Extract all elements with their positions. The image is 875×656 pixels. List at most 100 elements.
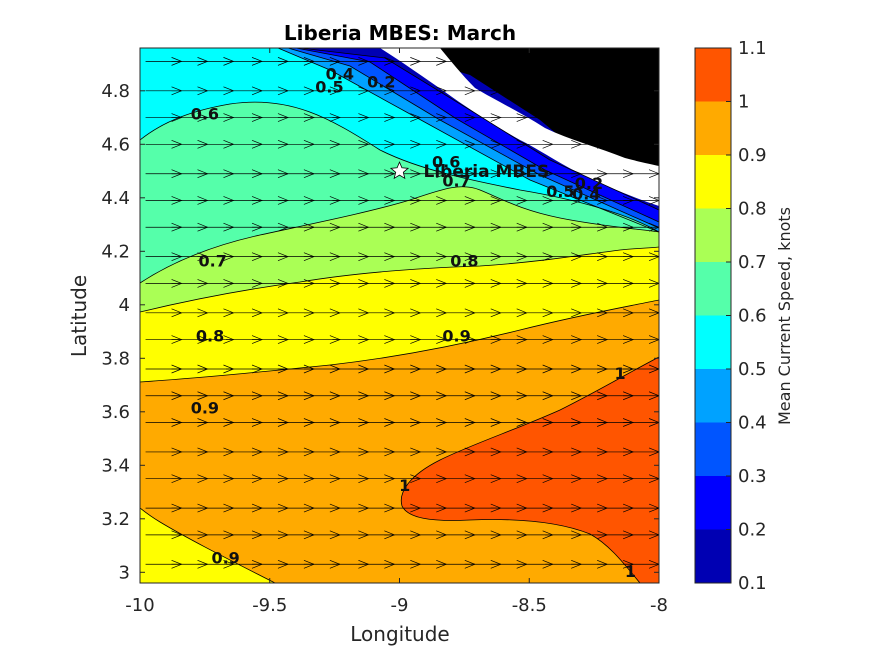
arrow-head <box>648 559 659 569</box>
contour-label: 0.7 <box>198 252 226 271</box>
arrow-head <box>648 196 659 205</box>
y-tick-label: 3.6 <box>101 402 130 423</box>
current-vector-arrow <box>623 57 659 66</box>
current-vector-arrow <box>623 222 659 232</box>
contour-label: 0.9 <box>442 326 470 345</box>
white-coast-band <box>380 48 659 206</box>
arrow-head <box>648 57 659 66</box>
current-vector-arrow <box>623 113 659 122</box>
current-vector-arrow <box>623 418 659 427</box>
arrow-head <box>648 391 659 401</box>
contour-label: 0.6 <box>432 153 460 172</box>
contour-line-0.9-north <box>140 299 659 383</box>
arrow-head <box>648 364 659 374</box>
y-tick-label: 4 <box>119 295 130 316</box>
x-tick-label: -8.5 <box>512 595 547 616</box>
y-tick-label: 4.2 <box>101 241 130 262</box>
arrow-head <box>648 169 659 179</box>
arrow-head <box>648 222 659 232</box>
colorbar-segment <box>695 476 731 530</box>
colorbar-segment <box>695 529 731 583</box>
x-tick-label: -9 <box>391 595 409 616</box>
y-tick-label: 3 <box>119 562 130 583</box>
contour-label: 0.4 <box>326 64 354 83</box>
colorbar-segment <box>695 422 731 476</box>
current-vector-arrow <box>623 279 659 288</box>
station-label: Liberia MBES <box>424 162 550 182</box>
arrow-head <box>648 447 659 457</box>
colorbar-segment <box>695 155 731 209</box>
arrow-head <box>648 86 659 96</box>
contour-line-0.2 <box>299 48 659 211</box>
current-vector-arrow <box>623 139 659 149</box>
contour-label: 0.6 <box>191 104 219 123</box>
y-tick-label: 4.4 <box>101 188 130 209</box>
current-vector-arrow <box>623 391 659 401</box>
current-vector-arrow <box>623 364 659 374</box>
arrow-head <box>648 418 659 427</box>
current-vector-arrow <box>623 86 659 96</box>
colorbar-tick-label: 0.2 <box>738 520 767 541</box>
band-1.0-1.1 <box>401 357 659 583</box>
contour-lines <box>140 48 659 583</box>
current-vector-arrow <box>623 530 659 540</box>
contour-label: 0.9 <box>211 548 239 567</box>
contour-line-0.9-south <box>140 507 276 583</box>
colorbar-tick-label: 0.8 <box>738 199 767 220</box>
colorbar-segment <box>695 101 731 155</box>
contour-label: 1 <box>625 562 636 581</box>
colorbar-segment <box>695 369 731 423</box>
contour-fill <box>140 48 659 583</box>
colorbar-tick-label: 0.1 <box>738 573 767 594</box>
colorbar-tick-label: 0.3 <box>738 466 767 487</box>
contour-label: 0.2 <box>367 72 395 91</box>
contour-label: 0.9 <box>191 399 219 418</box>
colorbar-tick-label: 1.1 <box>738 38 767 59</box>
current-vector-arrow <box>623 308 659 318</box>
contour-label: 0.8 <box>196 326 224 345</box>
arrow-head <box>648 474 659 483</box>
y-tick-label: 3.4 <box>101 455 130 476</box>
arrow-head <box>648 279 659 288</box>
colorbar-tick-label: 1 <box>738 92 749 113</box>
arrow-head <box>648 503 659 513</box>
arrow-head <box>648 252 659 261</box>
colorbar-tick-label: 0.7 <box>738 252 767 273</box>
contour-label: 1 <box>399 476 410 495</box>
y-tick-label: 3.8 <box>101 348 130 369</box>
station-marker-group: Liberia MBES <box>389 161 550 182</box>
arrow-head <box>648 113 659 122</box>
x-tick-label: -8 <box>650 595 668 616</box>
contour-label: 0.5 <box>546 182 574 201</box>
y-tick-label: 3.2 <box>101 509 130 530</box>
current-vector-arrow <box>623 474 659 483</box>
current-vector-arrow <box>623 503 659 513</box>
current-vector-arrow <box>623 447 659 457</box>
colorbar: 0.1 0.2 0.3 0.4 0.5 0.6 0.7 0.8 0.9 1 1.1 <box>694 38 767 594</box>
contour-line-0.3 <box>295 48 659 223</box>
arrow-head <box>648 530 659 540</box>
arrow-head <box>648 335 659 344</box>
contour-line-0.8 <box>140 246 659 313</box>
colorbar-label: Mean Current Speed, knots <box>775 207 794 425</box>
current-vector-arrow <box>623 196 659 205</box>
arrow-head <box>648 139 659 149</box>
contour-label: 0.2 <box>575 174 603 193</box>
x-tick-label: -9.5 <box>252 595 287 616</box>
colorbar-segment <box>695 208 731 262</box>
current-vectors <box>145 57 659 569</box>
colorbar-tick-label: 0.9 <box>738 145 767 166</box>
current-vector-arrow <box>623 252 659 261</box>
colorbar-tick-label: 0.5 <box>738 359 767 380</box>
current-vector-arrow <box>623 559 659 569</box>
y-axis-ticks: 3 3.2 3.4 3.6 3.8 4 4.2 4.4 4.6 4.8 <box>101 81 659 583</box>
contour-line-0.6 <box>140 101 659 233</box>
colorbar-segment <box>695 48 731 102</box>
contour-label: 0.4 <box>572 185 600 204</box>
y-tick-label: 4.8 <box>101 81 130 102</box>
contour-line-0.7 <box>140 186 659 284</box>
x-tick-label: -10 <box>125 595 154 616</box>
x-axis-ticks: -10 -9.5 -9 -8.5 -8 <box>125 48 668 616</box>
contour-label: 0.8 <box>450 252 478 271</box>
